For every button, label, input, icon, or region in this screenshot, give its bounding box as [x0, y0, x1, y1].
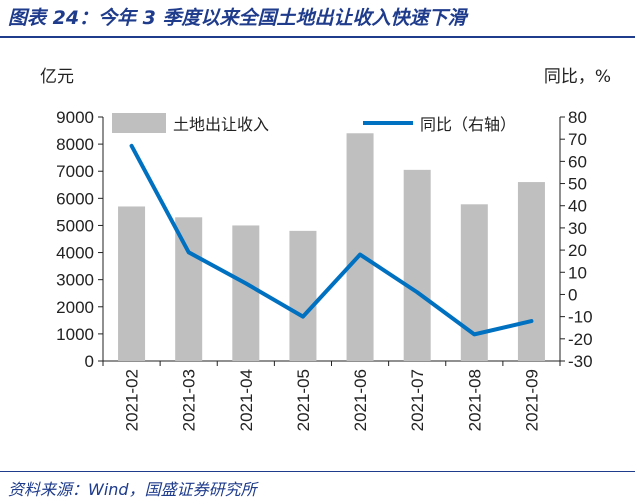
left-tick-label: 5000	[56, 216, 94, 235]
legend-bar-label: 土地出让收入	[173, 115, 269, 134]
left-tick-label: 3000	[56, 271, 94, 290]
legend-bar-swatch	[112, 113, 166, 133]
line-series	[129, 143, 534, 337]
left-axis-unit: 亿元	[40, 67, 74, 87]
x-tick-label: 2021-06	[351, 369, 370, 431]
right-tick-label: 80	[568, 108, 587, 127]
x-tick-label: 2021-03	[180, 369, 199, 431]
chart-axes	[98, 116, 565, 366]
bar-2021-09	[517, 182, 545, 361]
left-tick-label: 2000	[56, 298, 94, 317]
bar-series	[118, 133, 545, 361]
legend-line-label: 同比（右轴）	[420, 115, 516, 134]
right-tick-label: 20	[568, 241, 587, 260]
combo-chart: 0 1000 2000 3000 4000 5000 6000 7000 8000 9000 -30…	[56, 108, 592, 431]
x-tick-label: 2021-05	[294, 369, 313, 431]
source-note: 资料来源：Wind，国盛证券研究所	[8, 480, 257, 499]
left-tick-label: 7000	[56, 162, 94, 181]
left-tick-label: 1000	[56, 325, 94, 344]
right-tick-label: 60	[568, 152, 587, 171]
bar-2021-03	[175, 217, 203, 361]
title-rule	[0, 36, 635, 38]
right-tick-label: -30	[568, 352, 593, 371]
right-tick-label: 10	[568, 263, 587, 282]
bar-2021-07	[403, 169, 431, 361]
bar-2021-05	[289, 230, 317, 361]
right-tick-label: 70	[568, 130, 587, 149]
x-tick-label: 2021-09	[522, 369, 541, 431]
right-axis-unit: 同比，%	[543, 67, 611, 87]
source-rule	[0, 471, 635, 472]
x-tick-label: 2021-02	[123, 369, 142, 431]
bar-2021-02	[118, 206, 146, 361]
yoy-line	[129, 143, 534, 337]
left-tick-label: 8000	[56, 135, 94, 154]
x-tick-label: 2021-04	[237, 369, 256, 431]
x-tick-label: 2021-08	[465, 369, 484, 431]
left-tick-label: 0	[85, 352, 94, 371]
chart-legend: 土地出让收入 同比（右轴）	[112, 113, 516, 134]
right-tick-label: -10	[568, 308, 593, 327]
bar-2021-08	[460, 204, 488, 361]
left-tick-label: 9000	[56, 108, 94, 127]
left-tick-label: 4000	[56, 244, 94, 263]
right-tick-label: 50	[568, 175, 587, 194]
tick-labels: 0 1000 2000 3000 4000 5000 6000 7000 8000 9000 -30…	[56, 108, 592, 431]
bar-2021-04	[232, 225, 260, 361]
right-tick-label: 0	[568, 285, 577, 304]
right-tick-label: 30	[568, 219, 587, 238]
bar-2021-06	[346, 133, 374, 361]
figure-title: 图表 24：今年 3 季度以来全国土地出让收入快速下滑	[8, 7, 467, 29]
right-tick-label: 40	[568, 197, 587, 216]
left-tick-label: 6000	[56, 189, 94, 208]
right-tick-label: -20	[568, 330, 593, 349]
x-tick-label: 2021-07	[408, 369, 427, 431]
